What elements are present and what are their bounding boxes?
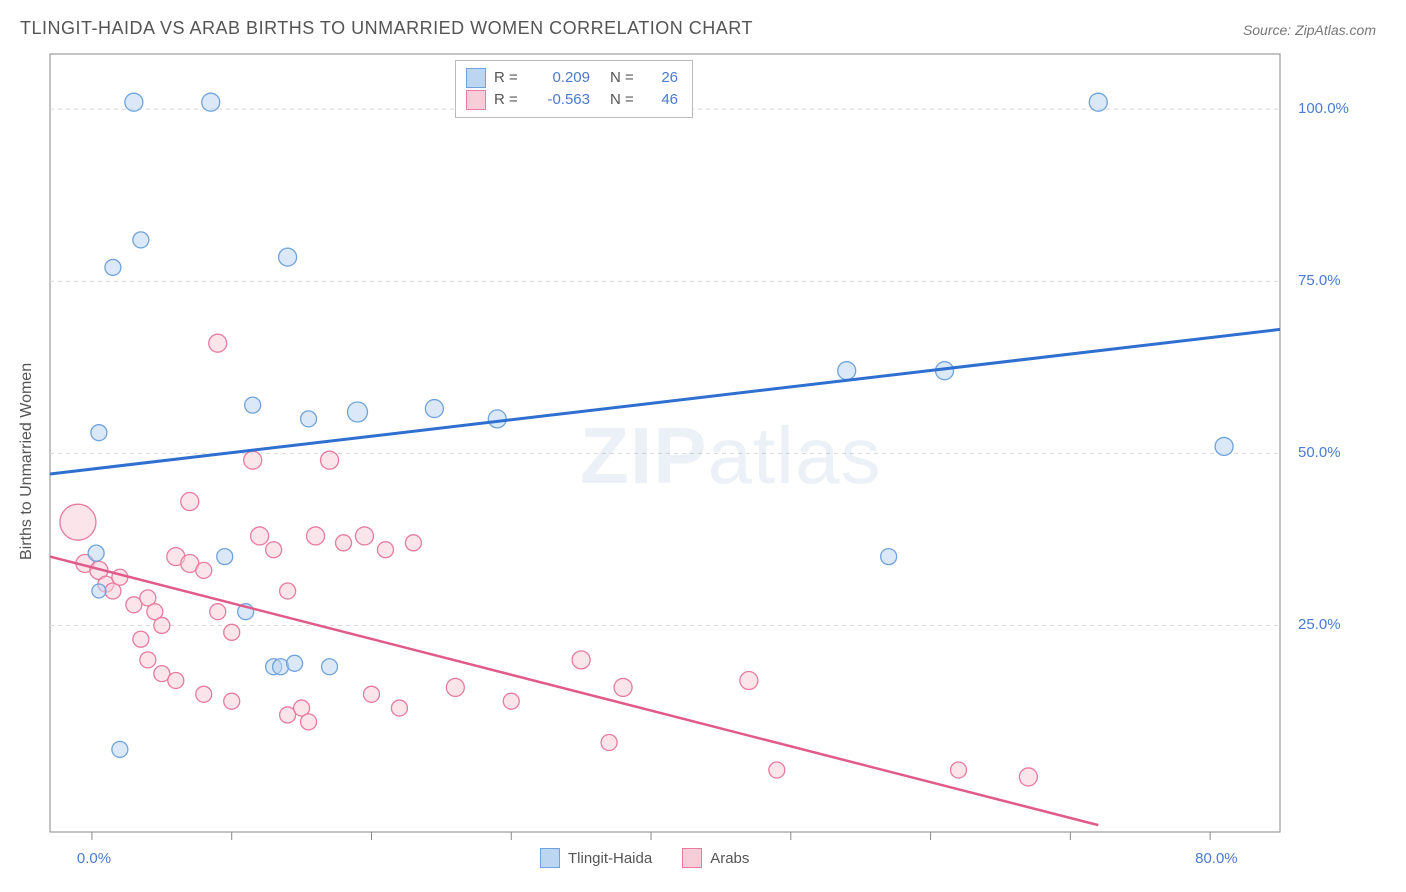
n-value: 26 — [648, 67, 678, 89]
scatter-plot — [0, 0, 1406, 892]
y-tick: 25.0% — [1298, 616, 1341, 633]
n-label: N = — [610, 89, 640, 111]
legend-label: Tlingit-Haida — [568, 850, 652, 867]
legend-row: R = -0.563 N = 46 — [466, 89, 678, 111]
legend-swatch — [466, 90, 486, 110]
legend-swatch — [682, 848, 702, 868]
y-tick: 75.0% — [1298, 272, 1341, 289]
y-tick: 100.0% — [1298, 100, 1349, 117]
n-value: 46 — [648, 89, 678, 111]
y-tick: 50.0% — [1298, 444, 1341, 461]
r-value: -0.563 — [530, 89, 590, 111]
chart-container: TLINGIT-HAIDA VS ARAB BIRTHS TO UNMARRIE… — [0, 0, 1406, 892]
r-label: R = — [494, 67, 522, 89]
legend-swatch — [540, 848, 560, 868]
legend-row: R = 0.209 N = 26 — [466, 67, 678, 89]
legend-swatch — [466, 68, 486, 88]
n-label: N = — [610, 67, 640, 89]
legend-item: Tlingit-Haida — [540, 848, 652, 868]
x-tick: 80.0% — [1195, 850, 1238, 867]
r-label: R = — [494, 89, 522, 111]
legend-label: Arabs — [710, 850, 749, 867]
correlation-legend: R = 0.209 N = 26 R = -0.563 N = 46 — [455, 60, 693, 118]
series-legend: Tlingit-Haida Arabs — [540, 848, 749, 868]
x-tick: 0.0% — [77, 850, 111, 867]
legend-item: Arabs — [682, 848, 749, 868]
r-value: 0.209 — [530, 67, 590, 89]
